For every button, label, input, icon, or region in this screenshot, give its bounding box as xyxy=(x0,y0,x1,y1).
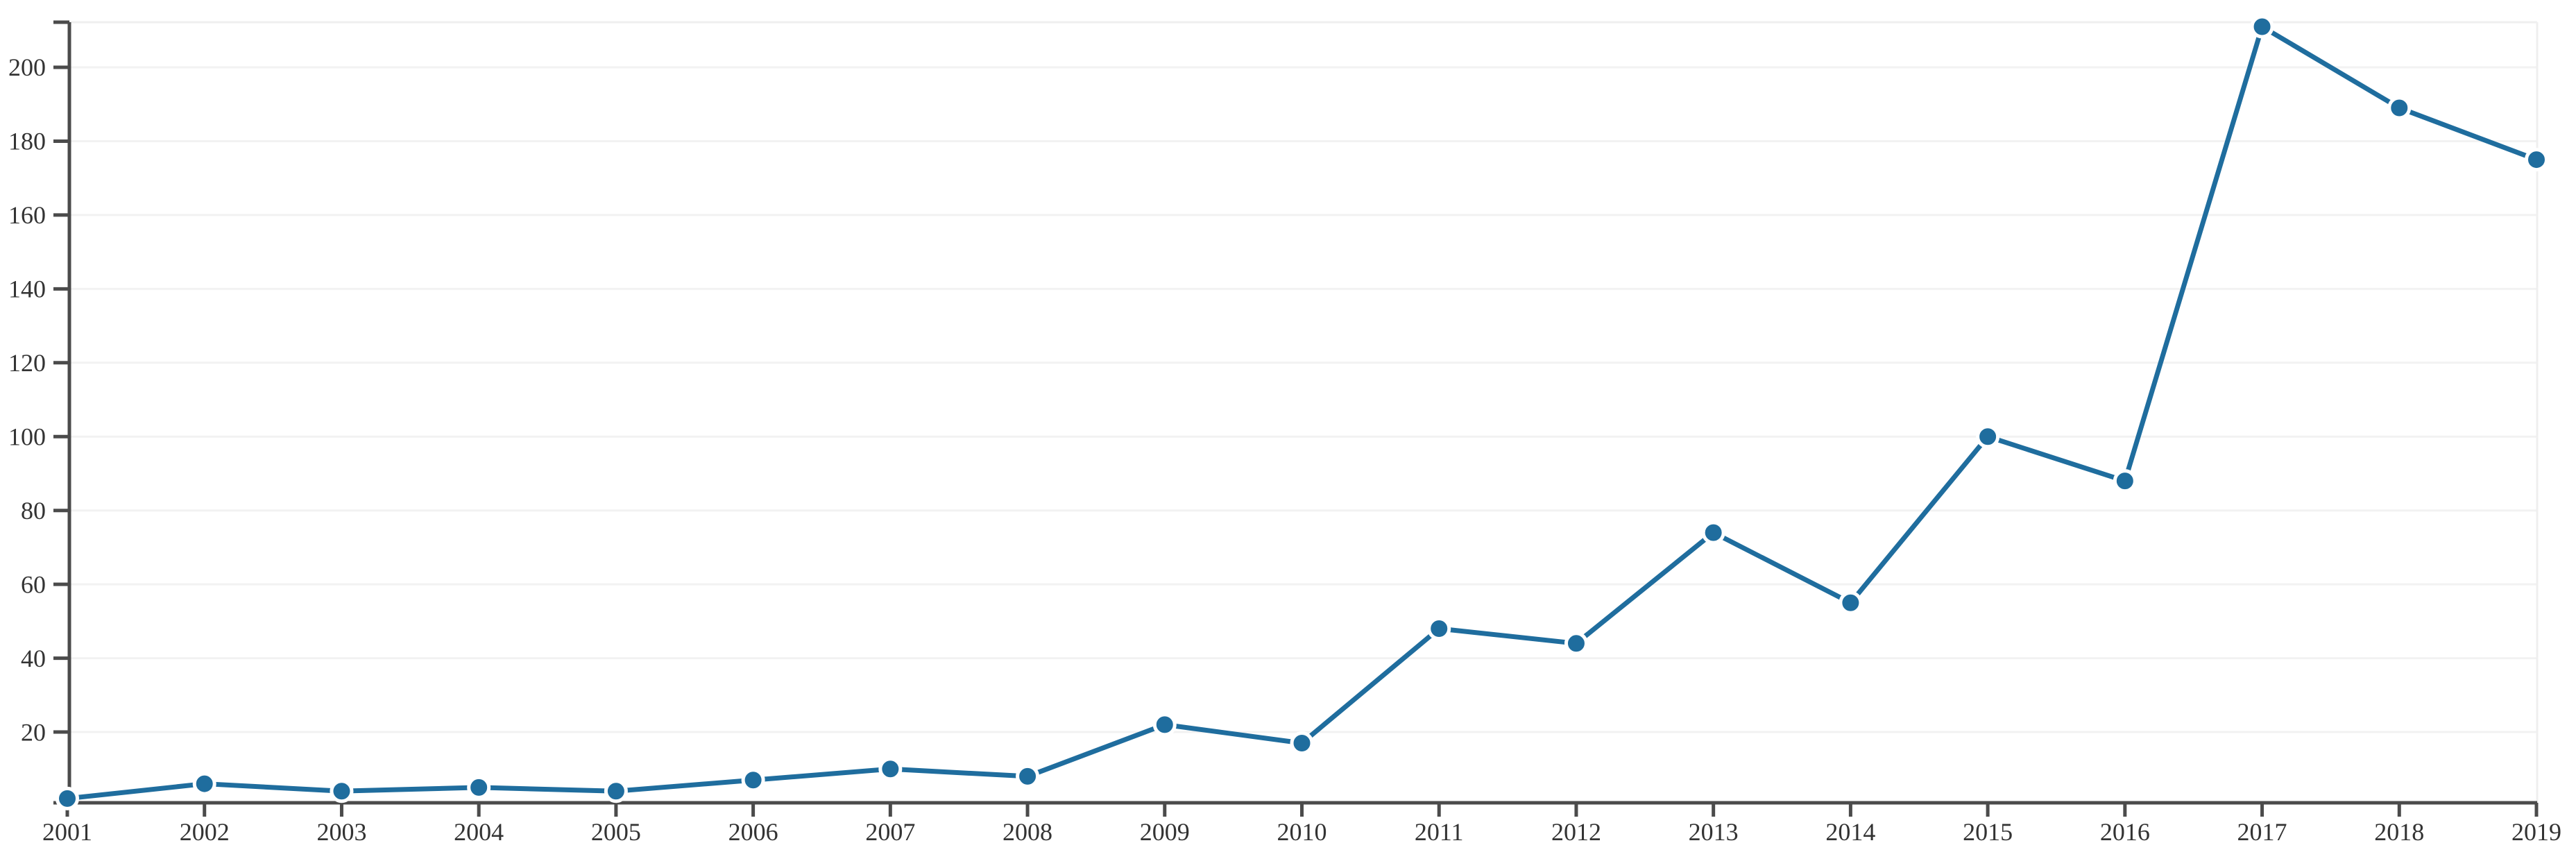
x-tick-label: 2013 xyxy=(1689,818,1739,846)
data-point-marker xyxy=(192,772,216,796)
data-point-marker xyxy=(1016,764,1040,788)
y-tick-label: 180 xyxy=(8,128,46,155)
y-tick-label: 100 xyxy=(8,423,46,450)
data-point-marker xyxy=(1290,731,1314,756)
x-tick-label: 2009 xyxy=(1140,818,1190,846)
x-tick-label: 2002 xyxy=(180,818,230,846)
data-line xyxy=(65,24,2539,801)
plot-frame-layer xyxy=(69,21,2539,803)
data-point-marker xyxy=(604,779,628,803)
tick-labels-layer: 20 40 60 80 100 120 140 160 180 200 2001 2002 2003 20… xyxy=(8,53,2561,846)
x-tick-label: 2010 xyxy=(1277,818,1327,846)
x-tick-label: 2004 xyxy=(454,818,504,846)
y-tick-label: 120 xyxy=(8,349,46,377)
x-tick-label: 2015 xyxy=(1963,818,2013,846)
data-point-marker xyxy=(1701,520,1725,545)
data-point-marker xyxy=(1976,425,2000,449)
data-point-marker xyxy=(56,786,79,810)
x-tick-label: 2007 xyxy=(865,818,915,846)
data-point-marker xyxy=(1427,617,1451,641)
data-series-layer xyxy=(65,24,2539,801)
x-tick-label: 2017 xyxy=(2237,818,2287,846)
x-tick-label: 2012 xyxy=(1551,818,1601,846)
data-point-marker xyxy=(1564,631,1588,656)
x-tick-label: 2001 xyxy=(42,818,92,846)
x-tick-label: 2014 xyxy=(1825,818,1875,846)
data-point-marker xyxy=(1152,713,1177,737)
x-tick-label: 2018 xyxy=(2374,818,2424,846)
data-point-marker xyxy=(1839,590,1863,615)
data-point-marker xyxy=(741,768,765,792)
data-point-marker xyxy=(2387,96,2412,120)
y-tick-label: 80 xyxy=(21,497,46,525)
y-tick-label: 200 xyxy=(8,53,46,81)
x-tick-label: 2008 xyxy=(1003,818,1052,846)
axes-layer xyxy=(53,20,2539,817)
y-tick-label: 160 xyxy=(8,201,46,229)
markers-layer xyxy=(56,15,2548,810)
x-tick-label: 2019 xyxy=(2511,818,2561,846)
x-tick-label: 2016 xyxy=(2100,818,2150,846)
data-point-marker xyxy=(2250,15,2274,39)
data-point-marker xyxy=(2525,148,2548,172)
x-tick-label: 2003 xyxy=(316,818,366,846)
data-point-marker xyxy=(330,779,354,803)
y-tick-label: 140 xyxy=(8,275,46,303)
data-point-marker xyxy=(2113,469,2137,493)
x-tick-label: 2006 xyxy=(728,818,778,846)
gridlines-layer xyxy=(69,66,2537,733)
x-tick-label: 2005 xyxy=(591,818,641,846)
x-tick-label: 2011 xyxy=(1415,818,1464,846)
y-tick-label: 60 xyxy=(21,570,46,598)
data-point-marker xyxy=(467,775,491,799)
y-tick-label: 40 xyxy=(21,645,46,672)
y-tick-label: 20 xyxy=(21,718,46,746)
data-point-marker xyxy=(878,757,903,781)
